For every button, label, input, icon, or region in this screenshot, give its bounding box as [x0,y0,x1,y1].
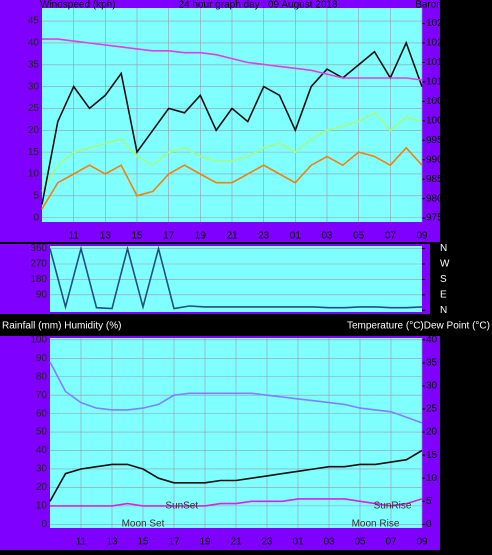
y-tick-label: 360 [30,243,47,254]
annotation: SunSet [165,501,198,512]
y-tick-label: 80 [36,371,48,382]
x-tick-label: 09 [416,537,428,548]
y2-tick-label: 25 [426,404,438,415]
y2-tick-label: 35 [426,358,438,369]
y-tick-label: 90 [36,289,48,300]
y-tick-label: 180 [30,274,47,285]
x-tick-label: 05 [354,537,366,548]
x-tick-label: 11 [68,231,79,242]
x-tick-label: 23 [258,231,270,242]
y2-tick-label: 1025 [426,18,449,29]
annotation: Moon Set [122,519,165,530]
y2-tick-label: 0 [426,519,432,530]
x-tick-label: 05 [353,231,365,242]
x-tick-label: 03 [321,231,333,242]
x-tick-label: 23 [261,537,273,548]
y2-axis-label: Temperature (°C)Dew Point (°C) [347,321,490,332]
y2-tick-label: 1010 [426,77,449,88]
y-tick-label: 30 [36,464,48,475]
x-tick-label: 03 [323,537,335,548]
annotation: Moon Rise [352,519,400,530]
x-tick-label: 17 [163,231,175,242]
x-tick-label: 09 [416,231,428,242]
y2-tick-label: 1015 [426,57,449,68]
y2-tick-label: 990 [426,154,443,165]
y2-tick-label: 20 [426,427,438,438]
y2-tick-label: 985 [426,174,443,185]
y-tick-label: 15 [28,147,40,158]
series-line [50,498,423,507]
y2-tick-label: 40 [426,334,438,345]
y-tick-label: 270 [30,259,47,270]
y-tick-label: 60 [36,408,48,419]
x-tick-label: 21 [230,537,242,548]
y2-tick-label: 975 [426,213,443,224]
series-line [42,38,423,81]
y-axis-label: Rainfall (mm) Humidity (%) [2,321,121,332]
series-line [41,146,423,210]
x-tick-label: 11 [76,537,87,548]
y2-tick-label: 5 [426,496,432,507]
y2-tick-label: 15 [426,450,438,461]
y-tick-label: 70 [36,390,48,401]
y2-tick-label: N [440,243,447,254]
y2-tick-label: 30 [426,381,438,392]
y-tick-label: 45 [28,16,40,27]
y-tick-label: 30 [28,81,40,92]
series-line [49,449,423,502]
y-tick-label: 50 [36,427,48,438]
x-tick-label: 15 [131,231,143,242]
x-tick-label: 15 [137,537,149,548]
y-tick-label: 0 [33,212,39,223]
y-tick-label: 40 [36,445,48,456]
series-line [49,245,423,311]
y2-tick-label: N [440,305,447,316]
y-tick-label: 25 [28,103,40,114]
series-line [41,40,423,205]
y2-tick-label: 1000 [426,115,449,126]
y-tick-label: 20 [28,125,40,136]
y-tick-label: 100 [30,334,47,345]
x-tick-label: 13 [100,231,112,242]
y-tick-label: 90 [36,353,48,364]
y-tick-label: 10 [28,169,40,180]
y2-tick-label: S [440,274,447,285]
y2-tick-label: 1005 [426,96,449,107]
y-axis-label: Windspeed (kph) [40,0,116,11]
y2-tick-label: 995 [426,135,443,146]
x-tick-label: 01 [290,231,302,242]
series-line [41,111,423,192]
y-tick-label: 0 [41,519,47,530]
y2-tick-label: 980 [426,193,443,204]
y2-tick-label: W [440,259,450,270]
x-tick-label: 01 [292,537,304,548]
x-tick-label: 19 [199,537,211,548]
y2-tick-label: 1020 [426,38,449,49]
series-line [49,361,423,424]
y-tick-label: 40 [28,38,40,49]
x-tick-label: 07 [385,231,397,242]
y-tick-label: 10 [36,501,48,512]
x-tick-label: 07 [385,537,397,548]
x-tick-label: 13 [106,537,118,548]
x-tick-label: 21 [226,231,238,242]
y-tick-label: 20 [36,482,48,493]
x-tick-label: 17 [168,537,180,548]
chart-title: 24 hour graph day : 09 August 2018 [178,0,337,11]
y2-tick-label: E [440,289,447,300]
x-tick-label: 19 [195,231,207,242]
y-tick-label: 5 [33,190,39,201]
annotation: SunRise [374,501,412,512]
y2-axis-label: Barometer (hpa) [415,0,488,11]
y-tick-label: 35 [28,59,40,70]
y2-tick-label: 10 [426,473,438,484]
plot-area [50,246,422,312]
